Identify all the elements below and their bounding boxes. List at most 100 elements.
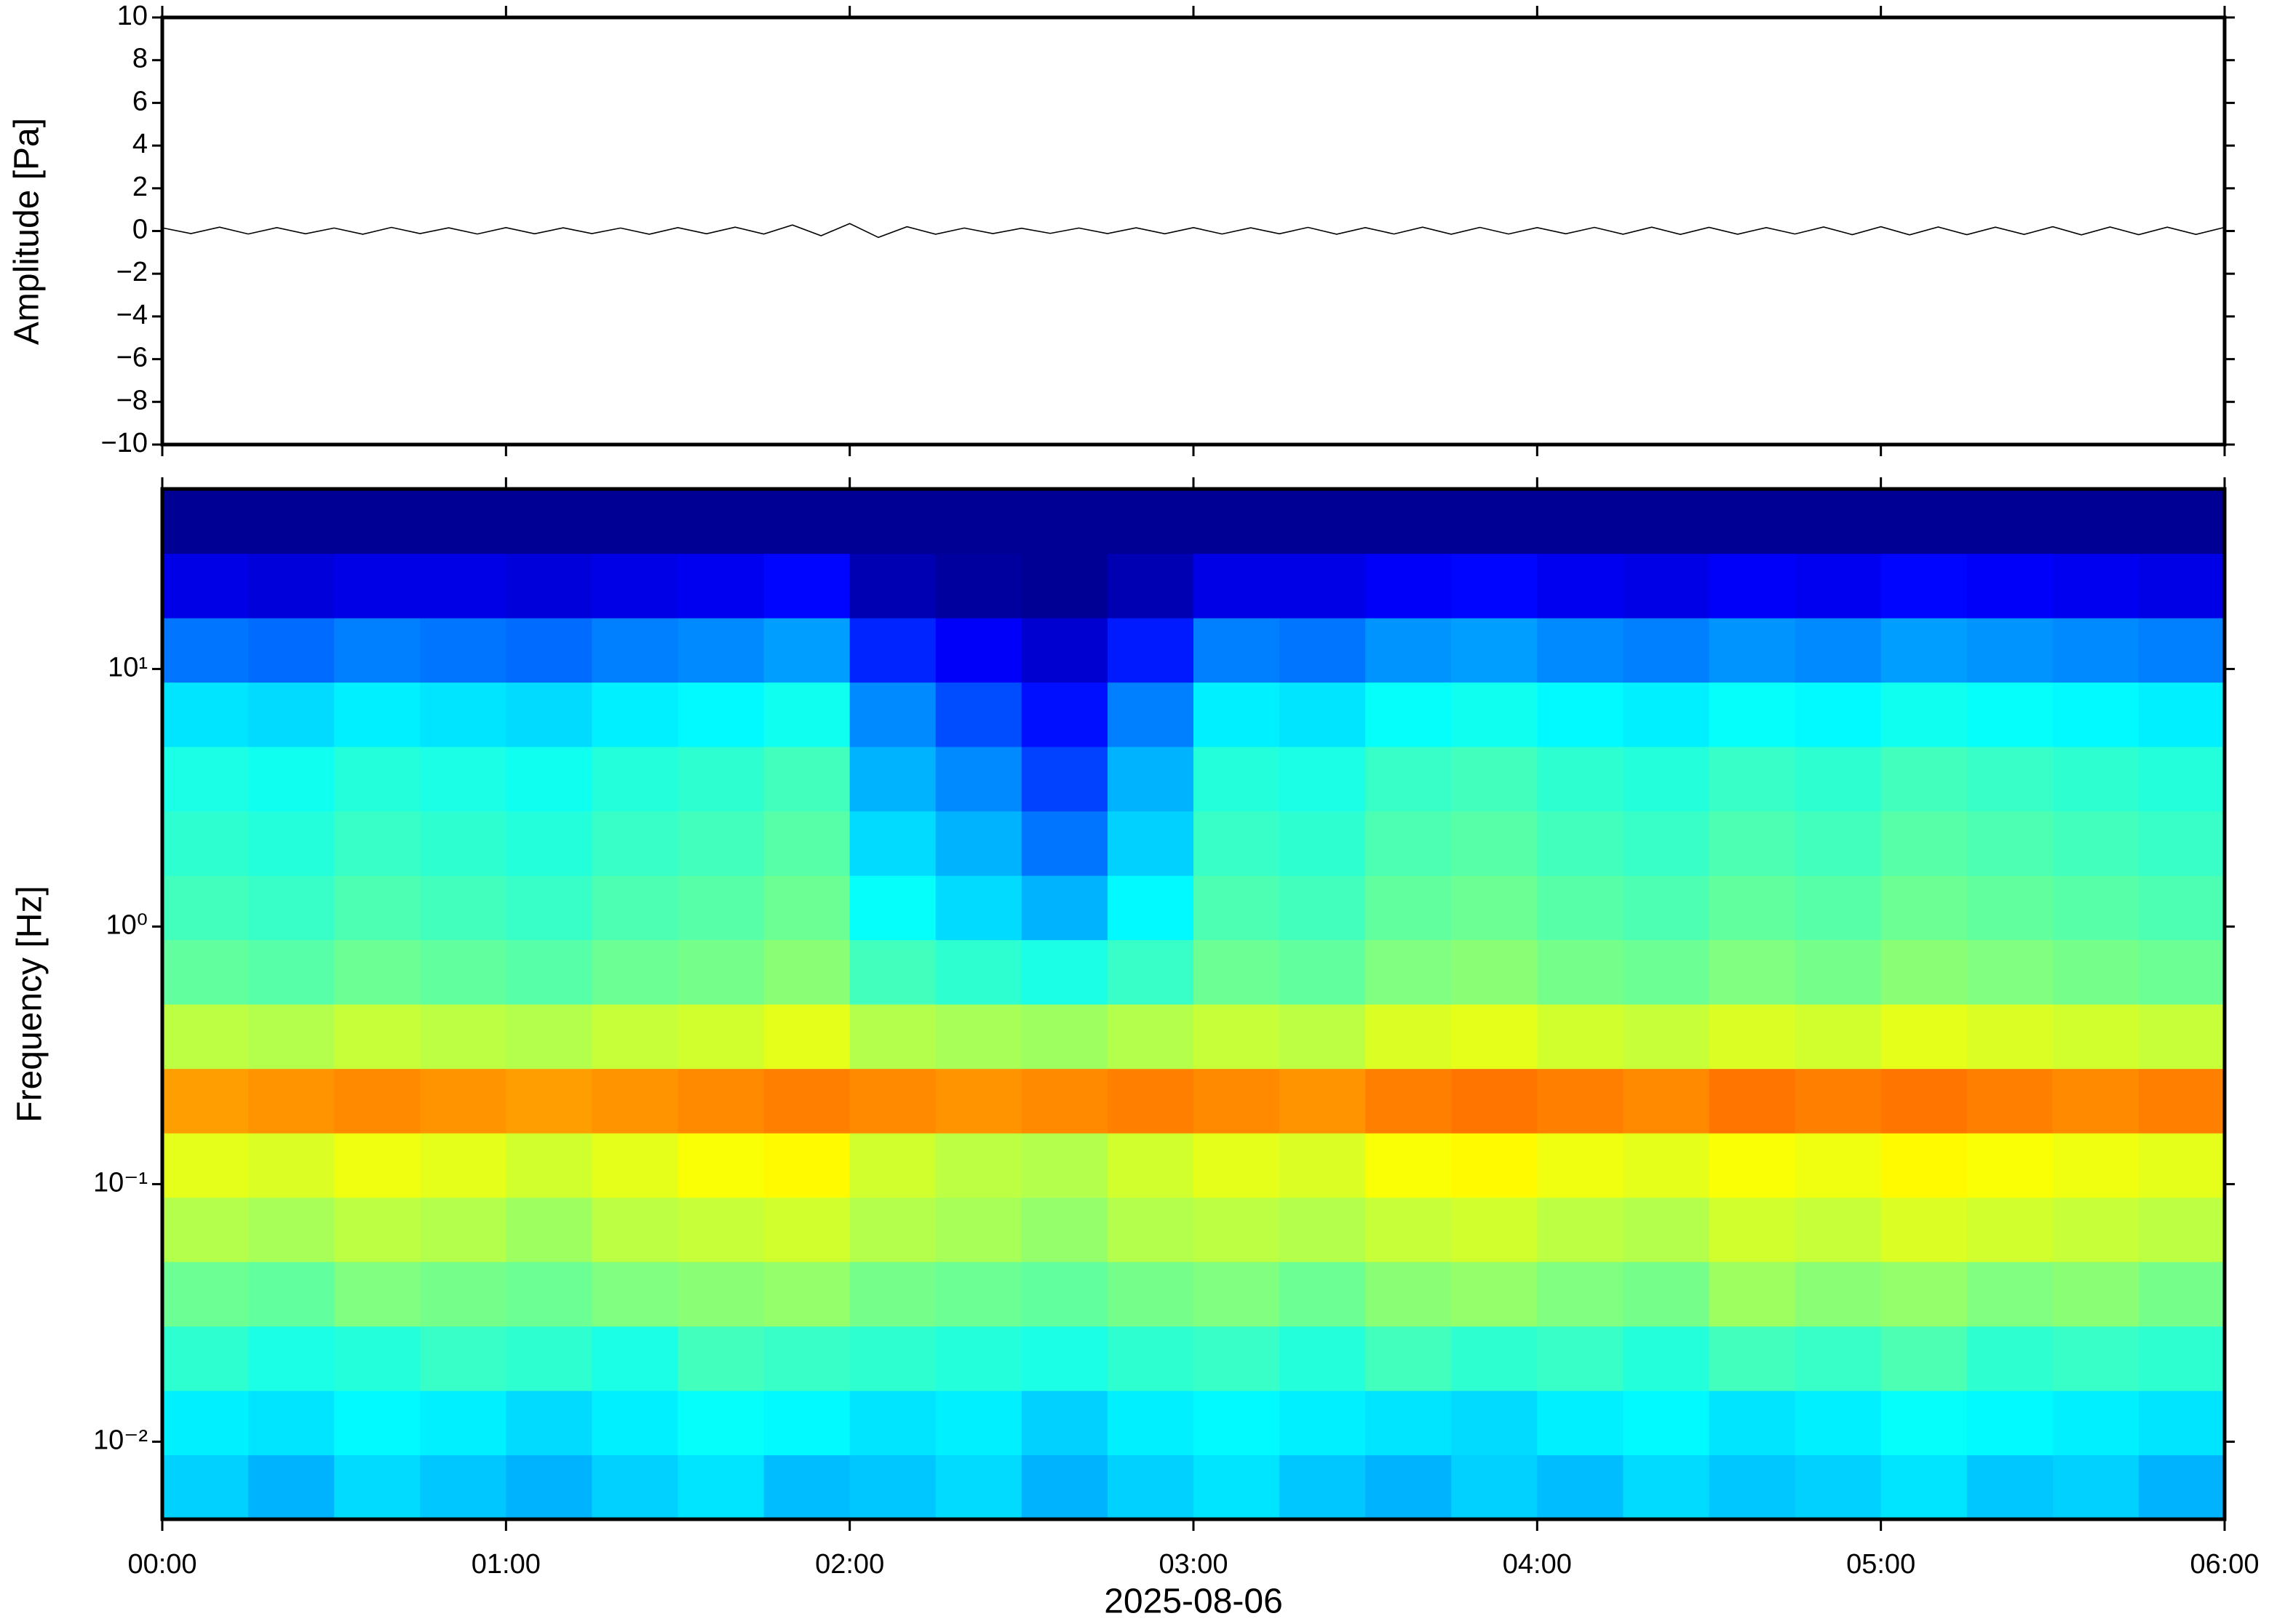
heatmap-cell bbox=[1193, 618, 1280, 683]
heatmap-cell bbox=[2138, 747, 2225, 812]
heatmap-cell bbox=[1880, 1133, 1968, 1198]
heatmap-cell bbox=[1709, 682, 1796, 747]
heatmap-cell bbox=[935, 618, 1022, 683]
heatmap-cell bbox=[1021, 1390, 1108, 1456]
heatmap-cell bbox=[1365, 1133, 1452, 1198]
heatmap-cell bbox=[1623, 1326, 1710, 1391]
heatmap-cell bbox=[677, 553, 765, 618]
heatmap-cell bbox=[1537, 1454, 1624, 1520]
heatmap-cell bbox=[1193, 1133, 1280, 1198]
x-tick-label: 04:00 bbox=[1503, 1549, 1572, 1580]
y-tick-label: −8 bbox=[116, 385, 148, 415]
heatmap-cell bbox=[2138, 1133, 2225, 1198]
heatmap-cell bbox=[1537, 618, 1624, 683]
heatmap-cell bbox=[420, 875, 506, 941]
heatmap-cell bbox=[763, 618, 851, 683]
heatmap-cell bbox=[1880, 1326, 1968, 1391]
heatmap-cell bbox=[1279, 1326, 1366, 1391]
heatmap-cell bbox=[1107, 1390, 1194, 1456]
heatmap-cell bbox=[334, 747, 421, 812]
heatmap-cell bbox=[1623, 1068, 1710, 1134]
heatmap-cell bbox=[162, 811, 249, 876]
heatmap-cell bbox=[1537, 875, 1624, 941]
heatmap-cell bbox=[1537, 747, 1624, 812]
heatmap-cell bbox=[849, 1068, 937, 1134]
x-tick-label: 00:00 bbox=[127, 1549, 196, 1580]
heatmap-cell bbox=[334, 1197, 421, 1262]
heatmap-cell bbox=[1880, 489, 1968, 554]
heatmap-cell bbox=[1623, 489, 1710, 554]
heatmap-cell bbox=[1365, 1454, 1452, 1520]
heatmap-cell bbox=[1279, 811, 1366, 876]
heatmap-cell bbox=[1709, 1326, 1796, 1391]
heatmap-cell bbox=[935, 939, 1022, 1005]
heatmap-cell bbox=[849, 1262, 937, 1327]
heatmap-cell bbox=[2138, 618, 2225, 683]
heatmap-cell bbox=[1365, 747, 1452, 812]
heatmap-cell bbox=[1709, 875, 1796, 941]
y-tick-label: 10 bbox=[117, 1, 148, 31]
heatmap-cell bbox=[420, 811, 506, 876]
heatmap-cell bbox=[2138, 1390, 2225, 1456]
heatmap-cell bbox=[1107, 875, 1194, 941]
heatmap-cell bbox=[1193, 1326, 1280, 1391]
y-tick-label: 8 bbox=[132, 44, 148, 74]
y-tick-label: 10¹ bbox=[108, 652, 148, 682]
heatmap-cell bbox=[2052, 1004, 2139, 1070]
heatmap-cell bbox=[2052, 747, 2139, 812]
heatmap-cell bbox=[1966, 1454, 2054, 1520]
heatmap-cell bbox=[1279, 682, 1366, 747]
heatmap-cell bbox=[849, 1004, 937, 1070]
heatmap-cell bbox=[2138, 1454, 2225, 1520]
heatmap-cell bbox=[1880, 618, 1968, 683]
heatmap-cell bbox=[1451, 1390, 1538, 1456]
y-tick-label: −6 bbox=[116, 343, 148, 373]
heatmap-cell bbox=[935, 489, 1022, 554]
heatmap-cell bbox=[506, 682, 593, 747]
heatmap-cell bbox=[1107, 1326, 1194, 1391]
heatmap-cell bbox=[1537, 1068, 1624, 1134]
heatmap-cell bbox=[2052, 1390, 2139, 1456]
heatmap-cell bbox=[162, 489, 249, 554]
heatmap-cell bbox=[248, 1262, 335, 1327]
heatmap-cell bbox=[248, 1197, 335, 1262]
heatmap-cell bbox=[592, 1133, 679, 1198]
heatmap-cell bbox=[420, 1068, 506, 1134]
heatmap-cell bbox=[420, 553, 506, 618]
heatmap-cell bbox=[1193, 682, 1280, 747]
heatmap-cell bbox=[1279, 489, 1366, 554]
heatmap-cell bbox=[162, 553, 249, 618]
heatmap-cell bbox=[1966, 1197, 2054, 1262]
heatmap-cell bbox=[1537, 1197, 1624, 1262]
heatmap-cell bbox=[1966, 682, 2054, 747]
heatmap-cell bbox=[1966, 1004, 2054, 1070]
heatmap-cell bbox=[1880, 1197, 1968, 1262]
heatmap-cell bbox=[1451, 618, 1538, 683]
heatmap-cell bbox=[1279, 618, 1366, 683]
heatmap-cell bbox=[677, 875, 765, 941]
heatmap-cell bbox=[1795, 1068, 1882, 1134]
heatmap-cell bbox=[1966, 1326, 2054, 1391]
heatmap-cell bbox=[334, 489, 421, 554]
heatmap-cell bbox=[1880, 875, 1968, 941]
heatmap-cell bbox=[935, 553, 1022, 618]
heatmap-cell bbox=[1021, 1068, 1108, 1134]
heatmap-cell bbox=[592, 1326, 679, 1391]
heatmap-cell bbox=[1966, 875, 2054, 941]
heatmap-cell bbox=[1451, 875, 1538, 941]
heatmap-cell bbox=[1623, 1390, 1710, 1456]
heatmap-cell bbox=[506, 1004, 593, 1070]
heatmap-cell bbox=[506, 489, 593, 554]
heatmap-cell bbox=[1880, 1390, 1968, 1456]
heatmap-cell bbox=[420, 747, 506, 812]
heatmap-cell bbox=[1623, 682, 1710, 747]
heatmap-cell bbox=[1279, 1454, 1366, 1520]
x-tick-label: 03:00 bbox=[1159, 1549, 1228, 1580]
heatmap-cell bbox=[1451, 1262, 1538, 1327]
heatmap-cell bbox=[1880, 811, 1968, 876]
heatmap-cell bbox=[1279, 1197, 1366, 1262]
heatmap-cell bbox=[1021, 1326, 1108, 1391]
y-tick-label: 6 bbox=[132, 86, 148, 116]
heatmap-cell bbox=[420, 1326, 506, 1391]
